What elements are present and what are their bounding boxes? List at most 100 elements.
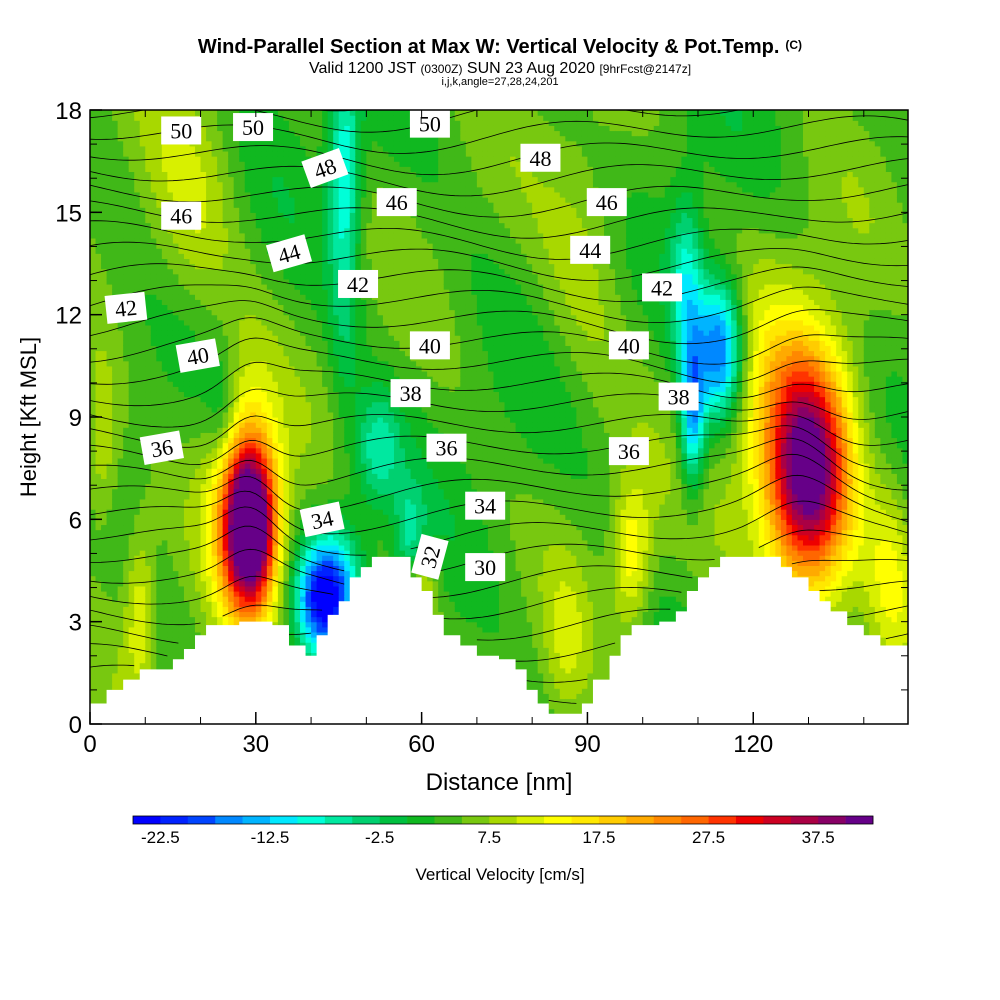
w-cell (161, 631, 168, 638)
w-cell (200, 514, 207, 520)
w-cell (189, 243, 196, 249)
w-cell (101, 289, 108, 295)
w-cell (311, 642, 318, 648)
w-cell (261, 427, 268, 433)
w-cell (139, 631, 146, 638)
w-cell (134, 447, 141, 454)
w-cell (200, 381, 207, 387)
w-cell (139, 509, 146, 515)
w-cell (161, 411, 168, 418)
w-cell (283, 176, 290, 183)
w-cell (316, 360, 323, 367)
w-cell (222, 268, 229, 275)
w-cell (283, 580, 290, 587)
w-cell (261, 212, 268, 219)
w-cell (294, 468, 301, 474)
w-cell (294, 478, 301, 485)
w-cell (95, 289, 102, 295)
w-cell (239, 309, 246, 316)
w-cell (167, 427, 174, 433)
w-cell (300, 560, 307, 566)
w-cell (189, 637, 196, 643)
w-cell (117, 115, 124, 121)
w-cell (300, 350, 307, 357)
w-cell (255, 391, 262, 398)
w-cell (178, 289, 185, 295)
w-cell (222, 330, 229, 336)
w-cell (167, 534, 174, 541)
w-cell (222, 555, 229, 561)
w-cell (101, 672, 108, 679)
w-cell (228, 171, 235, 178)
w-cell (161, 232, 168, 239)
w-cell (217, 258, 224, 265)
w-cell (250, 319, 257, 326)
w-cell (161, 299, 168, 306)
w-cell (283, 350, 290, 357)
w-cell (150, 176, 157, 183)
w-cell (283, 294, 290, 300)
w-cell (244, 401, 251, 408)
w-cell (266, 345, 273, 352)
w-cell (134, 263, 141, 270)
w-cell (311, 340, 318, 346)
w-cell (106, 161, 113, 167)
w-cell (294, 350, 301, 357)
w-cell (244, 258, 251, 265)
w-cell (139, 463, 146, 469)
w-cell (189, 289, 196, 295)
w-cell (305, 227, 312, 234)
w-cell (156, 176, 163, 183)
w-cell (90, 237, 97, 244)
w-cell (117, 555, 124, 561)
w-cell (300, 217, 307, 224)
w-cell (300, 222, 307, 229)
w-cell (211, 156, 218, 162)
w-cell (288, 309, 296, 316)
w-cell (156, 350, 163, 357)
w-cell (90, 324, 97, 331)
w-cell (134, 202, 141, 208)
w-cell (195, 401, 202, 408)
w-cell (106, 498, 113, 505)
w-cell (305, 268, 312, 275)
w-cell (134, 227, 141, 234)
w-cell (145, 626, 152, 633)
w-cell (266, 611, 273, 618)
w-cell (101, 667, 108, 674)
w-cell (316, 468, 323, 474)
w-cell (117, 677, 124, 684)
w-cell (112, 237, 119, 244)
w-cell (123, 340, 130, 346)
w-cell (189, 314, 196, 321)
w-cell (128, 417, 135, 423)
w-cell (95, 166, 102, 172)
w-cell (145, 509, 152, 515)
w-cell (294, 268, 301, 275)
w-cell (288, 401, 296, 408)
w-cell (156, 376, 163, 382)
w-cell (305, 232, 312, 239)
w-cell (172, 585, 180, 592)
w-cell (200, 253, 207, 259)
w-cell (206, 237, 213, 244)
w-cell (233, 386, 240, 393)
w-cell (255, 473, 262, 479)
w-cell (233, 222, 240, 229)
w-cell (200, 463, 207, 469)
w-cell (311, 386, 318, 393)
w-cell (311, 432, 318, 439)
w-cell (95, 335, 102, 341)
w-cell (161, 386, 168, 393)
w-cell (283, 519, 290, 526)
w-cell (266, 191, 273, 198)
w-cell (211, 417, 218, 423)
w-cell (167, 186, 174, 193)
w-cell (101, 519, 108, 526)
w-cell (134, 437, 141, 444)
w-cell (233, 196, 240, 203)
w-cell (150, 268, 157, 275)
w-cell (211, 227, 218, 234)
w-cell (222, 289, 229, 295)
w-cell (112, 406, 119, 413)
